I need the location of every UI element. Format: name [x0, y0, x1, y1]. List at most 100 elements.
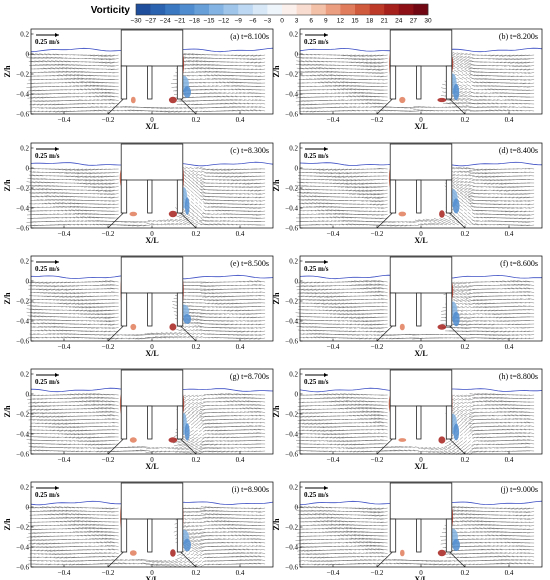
velocity-vector — [42, 56, 52, 59]
velocity-vector — [62, 285, 72, 288]
velocity-vector — [327, 292, 337, 294]
velocity-vector — [96, 85, 107, 87]
velocity-vector — [69, 216, 76, 219]
velocity-vector — [377, 99, 388, 101]
velocity-vector — [52, 202, 60, 205]
velocity-vector — [527, 327, 535, 329]
velocity-vector — [200, 67, 210, 70]
velocity-vector — [81, 81, 91, 84]
velocity-vector — [373, 210, 380, 212]
velocity-vector — [468, 103, 479, 105]
velocity-vector — [418, 106, 428, 108]
velocity-vector — [253, 54, 262, 57]
velocity-vector — [510, 99, 519, 101]
velocity-vector — [524, 200, 531, 202]
velocity-vector — [458, 197, 463, 201]
velocity-vector — [93, 182, 103, 185]
structure-leg — [176, 292, 184, 327]
velocity-vector — [34, 60, 44, 63]
floating-structure — [107, 29, 197, 115]
velocity-vector — [526, 224, 535, 227]
colorbar-swatch — [179, 4, 195, 15]
velocity-vector — [323, 202, 333, 205]
velocity-vector — [248, 95, 254, 98]
velocity-vector — [481, 182, 487, 184]
velocity-vector — [103, 203, 111, 205]
velocity-vector — [94, 88, 103, 91]
velocity-vector — [487, 196, 495, 198]
velocity-vector — [333, 288, 341, 290]
velocity-vector — [221, 172, 230, 175]
velocity-vector — [469, 323, 479, 325]
velocity-vector — [508, 106, 515, 108]
velocity-vector — [34, 330, 40, 332]
velocity-vector — [474, 223, 483, 226]
velocity-vector — [503, 72, 511, 74]
velocity-vector — [344, 330, 352, 332]
velocity-vector — [514, 61, 523, 64]
velocity-vector — [50, 67, 60, 70]
velocity-vector — [53, 299, 60, 301]
velocity-vector — [139, 221, 147, 223]
velocity-vector — [483, 216, 491, 219]
velocity-vector — [462, 302, 467, 305]
velocity-vector — [523, 86, 531, 88]
velocity-vector — [240, 320, 246, 322]
velocity-vector — [494, 96, 499, 98]
velocity-vector — [375, 327, 384, 329]
velocity-vector — [316, 302, 325, 305]
velocity-vector — [378, 330, 388, 333]
velocity-vector — [91, 186, 99, 188]
velocity-vector — [486, 106, 495, 108]
velocity-vector — [89, 81, 99, 84]
velocity-vector — [71, 175, 80, 178]
velocity-vector — [498, 186, 507, 189]
velocity-vector — [370, 99, 380, 101]
velocity-vector — [169, 218, 179, 222]
velocity-vector — [224, 313, 230, 315]
velocity-vector — [485, 306, 495, 308]
velocity-vector — [515, 334, 523, 336]
velocity-vector — [331, 67, 341, 70]
velocity-vector — [370, 280, 380, 283]
velocity-vector — [58, 110, 68, 113]
velocity-vector — [174, 332, 182, 335]
velocity-vector — [521, 106, 527, 108]
velocity-vector — [239, 193, 246, 195]
velocity-vector — [256, 92, 266, 94]
velocity-vector — [63, 336, 72, 339]
velocity-vector — [89, 182, 99, 185]
velocity-vector — [85, 330, 95, 332]
velocity-vector — [303, 103, 313, 106]
velocity-vector — [74, 306, 83, 308]
velocity-vector — [254, 106, 262, 108]
velocity-vector — [156, 107, 167, 109]
mooring-line — [107, 212, 124, 229]
velocity-vector — [243, 323, 250, 326]
velocity-vector — [67, 450, 76, 452]
velocity-vector — [382, 210, 388, 213]
velocity-vector — [505, 196, 511, 199]
velocity-vector — [203, 202, 210, 205]
velocity-vector — [514, 58, 523, 60]
velocity-vector — [308, 60, 317, 63]
velocity-vector — [493, 316, 499, 319]
velocity-vector — [481, 330, 491, 332]
velocity-vector — [382, 109, 392, 112]
velocity-vector — [480, 316, 487, 319]
velocity-vector — [43, 319, 52, 321]
velocity-vector — [90, 299, 99, 301]
velocity-vector — [464, 184, 471, 187]
velocity-vector — [327, 172, 337, 174]
velocity-vector — [207, 306, 214, 308]
velocity-vector — [104, 196, 111, 199]
velocity-vector — [62, 202, 72, 205]
velocity-vector — [210, 206, 218, 208]
velocity-vector — [200, 183, 206, 187]
velocity-vector — [240, 95, 246, 98]
velocity-vector — [483, 320, 491, 322]
velocity-vector — [93, 109, 103, 112]
velocity-vector — [349, 327, 356, 329]
velocity-vector — [319, 295, 329, 298]
velocity-vector — [493, 175, 503, 178]
